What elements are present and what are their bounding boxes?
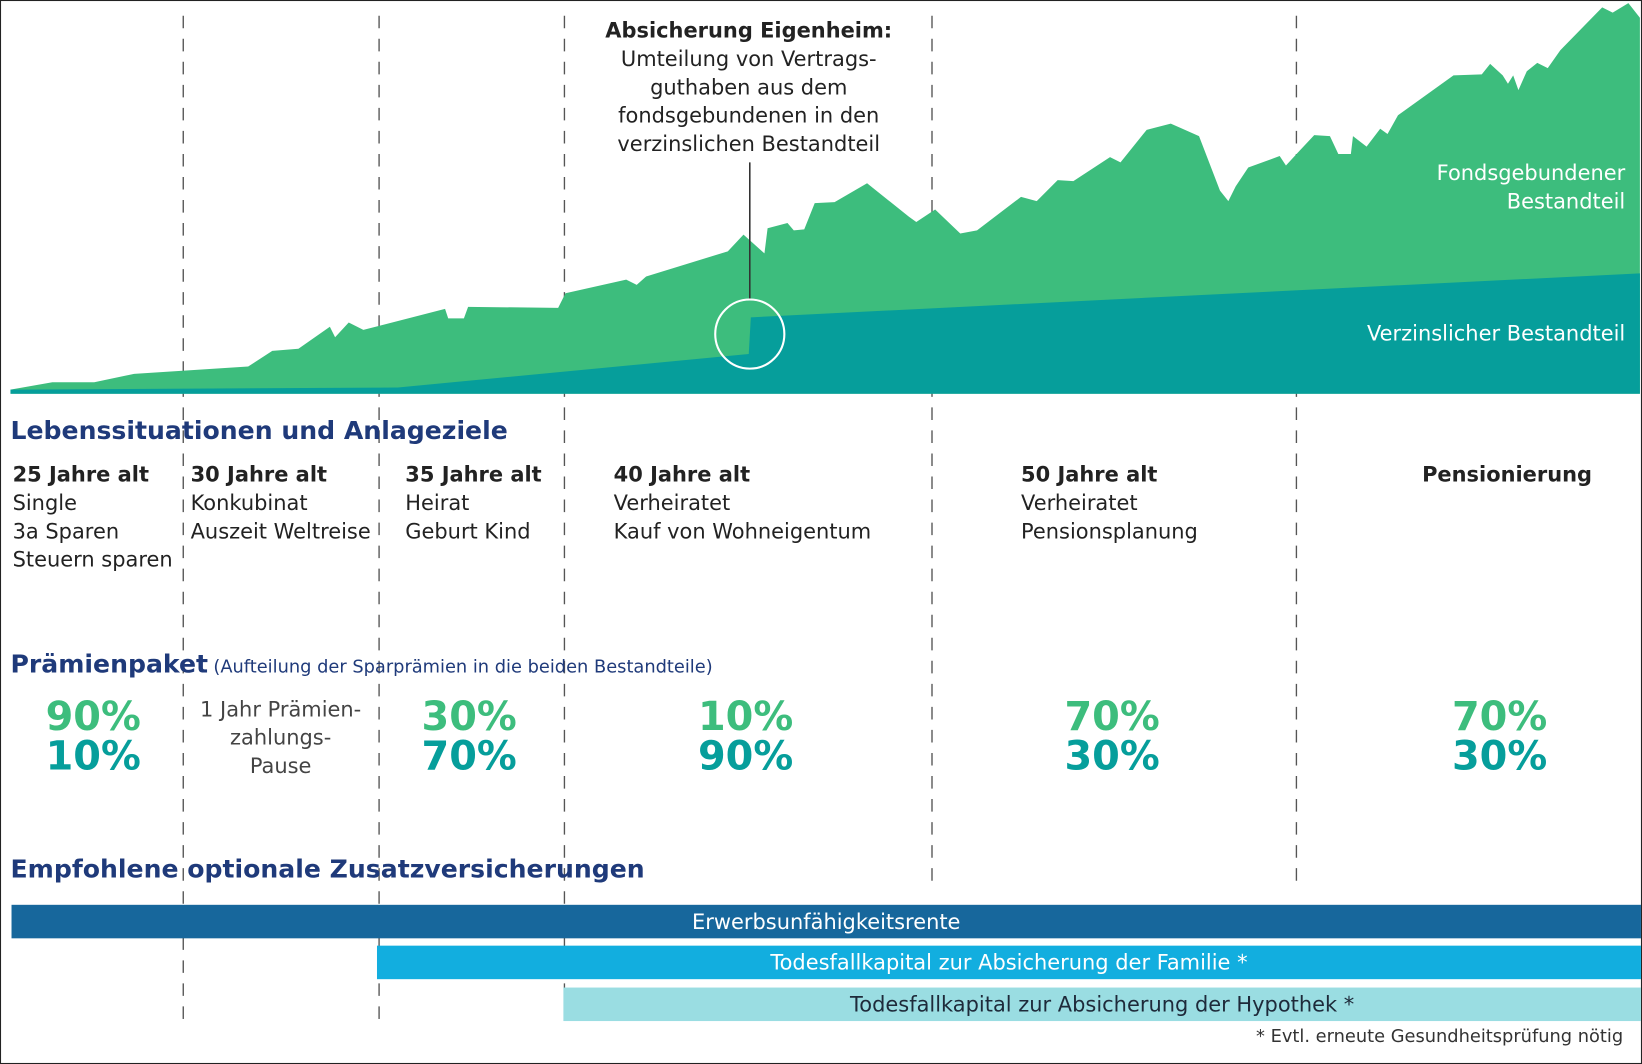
fonds-percent: 70% <box>1451 693 1548 740</box>
premium-pause: 1 Jahr Prämien-zahlungs- Pause <box>186 695 374 780</box>
stage-line: Konkubinat <box>190 490 308 516</box>
stage-title: 40 Jahre alt <box>613 461 751 487</box>
stage-title: 50 Jahre alt <box>1021 461 1158 487</box>
premium-split: 90% 10% <box>9 696 177 776</box>
pause-line: zahlungs- <box>230 724 332 750</box>
callout-line: fondsgebundenen in den <box>618 102 880 128</box>
fonds-percent: 10% <box>697 693 794 740</box>
premium-subheading: (Aufteilung der Sparprämien in die beide… <box>213 656 713 678</box>
stage-line: Auszeit Weltreise <box>190 518 371 544</box>
stage-title: 25 Jahre alt <box>12 461 149 487</box>
premium-split: 30% 70% <box>385 696 553 776</box>
callout-circle <box>714 298 786 370</box>
verz-percent: 90% <box>697 733 794 780</box>
verz-label: Verzinslicher Bestandteil <box>1366 320 1626 346</box>
stage-line: Verheiratet <box>613 490 731 516</box>
premium-heading: Prämienpaket <box>10 649 209 679</box>
pause-line: Pause <box>249 752 312 779</box>
life-stage: 50 Jahre alt Verheiratet Pensionsplanung <box>1021 461 1198 546</box>
stage-title: Pensionierung <box>1422 461 1593 487</box>
stage-title: 35 Jahre alt <box>405 461 542 487</box>
life-stage: Pensionierung <box>1422 461 1592 489</box>
verz-percent: 10% <box>45 733 141 780</box>
stage-title: 30 Jahre alt <box>190 461 328 487</box>
verz-percent: 30% <box>1451 733 1548 780</box>
stage-line: Verheiratet <box>1021 490 1138 516</box>
stage-line: Heirat <box>405 490 470 516</box>
life-stage: 30 Jahre alt Konkubinat Auszeit Weltreise <box>191 461 371 546</box>
premium-heading-row: Prämienpaket (Aufteilung der Sparprämien… <box>10 649 712 678</box>
stage-line: Pensionsplanung <box>1021 518 1198 544</box>
stage-line: 3a Sparen <box>12 518 120 544</box>
stage-line: Steuern sparen <box>12 546 173 572</box>
callout-line: guthaben aus dem <box>650 74 848 100</box>
verz-percent: 30% <box>1064 733 1160 780</box>
callout-text: Absicherung Eigenheim: Umteilung von Ver… <box>586 17 911 158</box>
callout-title: Absicherung Eigenheim: <box>605 17 893 43</box>
stage-line: Geburt Kind <box>405 518 531 544</box>
stage-line: Single <box>12 490 77 516</box>
insurance-bar-mortgage: Todesfallkapital zur Absicherung der Hyp… <box>563 987 1641 1022</box>
fonds-label-line: Bestandteil <box>1506 188 1626 214</box>
premium-split: 70% 30% <box>1416 696 1584 776</box>
life-stage: 40 Jahre alt Verheiratet Kauf von Wohneige… <box>614 461 872 546</box>
fonds-percent: 70% <box>1064 693 1160 740</box>
life-stage: 35 Jahre alt Heirat Geburt Kind <box>405 461 541 546</box>
callout-line: verzinslichen Bestandteil <box>617 130 881 157</box>
insurance-bar-disability: Erwerbsunfähigkeitsrente <box>11 904 1641 939</box>
callout-line: Umteilung von Vertrags- <box>620 46 877 72</box>
life-stage: 25 Jahre alt Single 3a Sparen Steuern spare… <box>13 461 173 574</box>
fonds-label-line: Fondsgebundener <box>1436 160 1626 186</box>
fonds-percent: 90% <box>45 693 141 740</box>
insurance-bar-family: Todesfallkapital zur Absicherung der Fam… <box>376 945 1641 980</box>
fonds-label: Fondsgebundener Bestandteil <box>1437 159 1626 216</box>
stage-line: Kauf von Wohneigentum <box>613 518 872 544</box>
verz-area <box>10 273 1640 394</box>
fonds-percent: 30% <box>421 693 517 740</box>
pause-line: 1 Jahr Prämien- <box>200 696 362 722</box>
life-heading: Lebenssituationen und Anlageziele <box>10 415 508 446</box>
premium-split: 10% 90% <box>662 696 830 776</box>
verz-percent: 70% <box>421 733 517 780</box>
premium-split: 70% 30% <box>1028 696 1196 776</box>
footnote: * Evtl. erneute Gesundheitsprüfung nötig <box>1256 1026 1624 1048</box>
insurance-heading: Empfohlene optionale Zusatzversicherunge… <box>10 854 645 884</box>
